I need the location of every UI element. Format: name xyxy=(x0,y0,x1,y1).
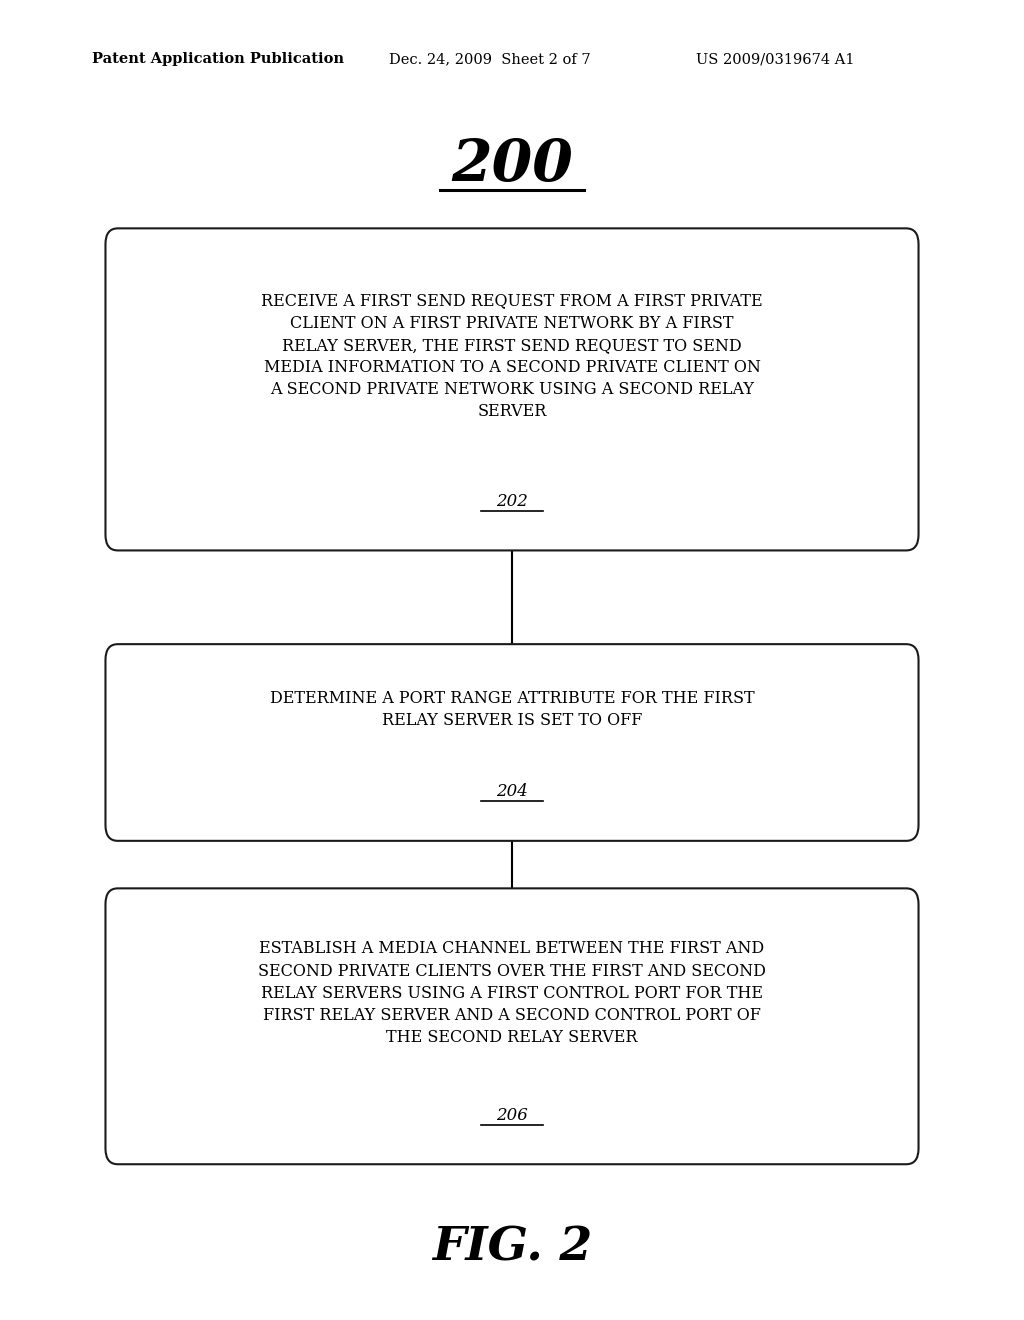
Text: RECEIVE A FIRST SEND REQUEST FROM A FIRST PRIVATE
CLIENT ON A FIRST PRIVATE NETW: RECEIVE A FIRST SEND REQUEST FROM A FIRS… xyxy=(261,293,763,420)
Text: DETERMINE A PORT RANGE ATTRIBUTE FOR THE FIRST
RELAY SERVER IS SET TO OFF: DETERMINE A PORT RANGE ATTRIBUTE FOR THE… xyxy=(269,690,755,729)
FancyBboxPatch shape xyxy=(105,888,919,1164)
Text: US 2009/0319674 A1: US 2009/0319674 A1 xyxy=(696,53,855,66)
Text: 206: 206 xyxy=(496,1107,528,1123)
FancyBboxPatch shape xyxy=(105,228,919,550)
Text: 204: 204 xyxy=(496,784,528,800)
Text: 202: 202 xyxy=(496,494,528,510)
Text: FIG. 2: FIG. 2 xyxy=(432,1225,592,1270)
Text: Dec. 24, 2009  Sheet 2 of 7: Dec. 24, 2009 Sheet 2 of 7 xyxy=(389,53,591,66)
Text: Patent Application Publication: Patent Application Publication xyxy=(92,53,344,66)
FancyBboxPatch shape xyxy=(105,644,919,841)
Text: ESTABLISH A MEDIA CHANNEL BETWEEN THE FIRST AND
SECOND PRIVATE CLIENTS OVER THE : ESTABLISH A MEDIA CHANNEL BETWEEN THE FI… xyxy=(258,940,766,1047)
Text: 200: 200 xyxy=(451,137,573,193)
